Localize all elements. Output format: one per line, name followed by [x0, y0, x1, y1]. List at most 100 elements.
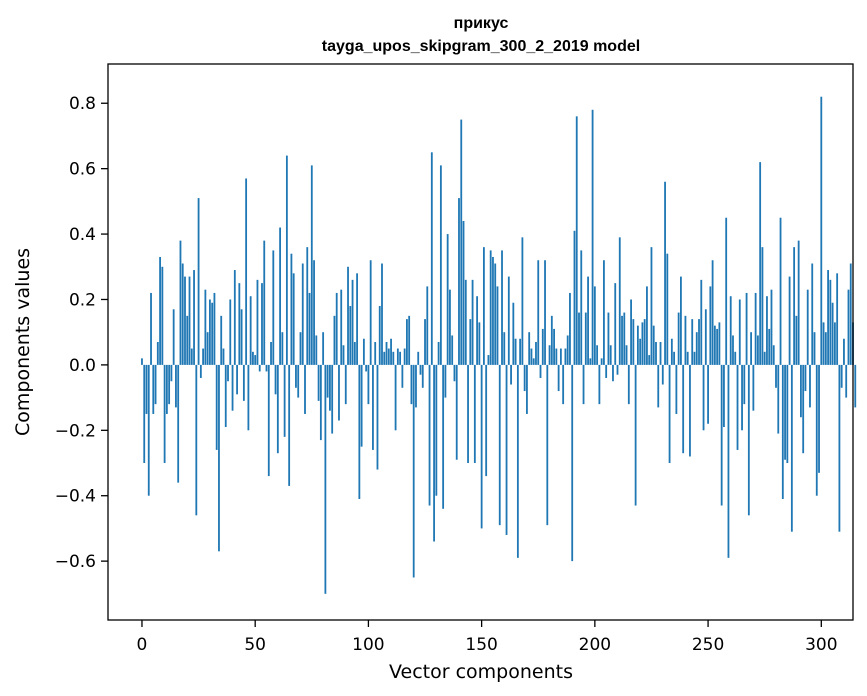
bar-153 [487, 355, 490, 365]
bar-223 [646, 286, 648, 365]
bar-20 [186, 315, 189, 365]
bar-17 [179, 240, 182, 365]
bar-92 [349, 306, 352, 365]
bar-295 [809, 364, 811, 408]
bar-61 [279, 227, 281, 365]
bar-219 [636, 325, 639, 365]
bar-237 [677, 312, 680, 365]
bar-97 [360, 364, 363, 447]
bar-232 [666, 253, 669, 365]
bar-128 [430, 152, 433, 365]
bar-176 [539, 364, 542, 378]
x-axis-label: Vector components [389, 661, 573, 683]
bar-59 [274, 364, 277, 395]
bar-8 [159, 256, 161, 365]
bar-178 [544, 260, 546, 365]
bar-194 [580, 250, 583, 365]
bar-148 [476, 296, 479, 365]
bar-241 [686, 351, 689, 365]
bar-224 [648, 355, 651, 365]
bar-53 [261, 283, 263, 365]
y-tick-label: −0.2 [55, 421, 96, 441]
bar-231 [664, 181, 666, 365]
bar-40 [231, 364, 234, 411]
bar-110 [390, 338, 392, 365]
bar-235 [673, 351, 676, 365]
bar-86 [335, 292, 338, 365]
bar-75 [310, 165, 313, 365]
x-tick-label: 200 [579, 635, 611, 655]
bar-183 [555, 348, 558, 365]
bar-30 [208, 299, 211, 365]
chart-subtitle: tayga_upos_skipgram_300_2_2019 model [322, 38, 640, 55]
bar-42 [236, 364, 238, 395]
bar-149 [478, 322, 481, 365]
bar-240 [684, 315, 687, 365]
bar-71 [301, 263, 304, 365]
bar-115 [401, 364, 404, 388]
bar-54 [263, 240, 266, 365]
bar-76 [313, 260, 315, 365]
bar-228 [657, 364, 660, 408]
bar-215 [627, 364, 630, 405]
bar-112 [394, 364, 397, 431]
bar-287 [790, 364, 793, 532]
bar-127 [428, 364, 431, 506]
bar-234 [670, 338, 673, 365]
y-tick-label: 0.6 [69, 160, 96, 180]
bar-1 [143, 364, 146, 464]
bar-253 [713, 325, 716, 365]
bar-62 [281, 332, 284, 365]
bar-11 [165, 364, 168, 414]
y-axis-label: Components values [12, 248, 34, 436]
bar-69 [297, 364, 300, 398]
bar-217 [632, 319, 635, 365]
bar-160 [503, 332, 506, 365]
bar-145 [469, 319, 472, 365]
bar-294 [806, 289, 809, 365]
bar-77 [315, 335, 318, 365]
bar-271 [754, 292, 757, 365]
bar-196 [584, 312, 587, 365]
bar-25 [197, 198, 200, 365]
bar-227 [655, 342, 657, 365]
bar-206 [607, 312, 610, 365]
bar-233 [668, 364, 671, 464]
bar-159 [501, 250, 503, 365]
bar-188 [566, 335, 569, 365]
bar-180 [548, 345, 551, 365]
bar-197 [587, 276, 589, 365]
bar-85 [333, 315, 336, 365]
bar-34 [218, 364, 220, 552]
bar-150 [480, 364, 483, 529]
bar-67 [292, 273, 295, 365]
bar-246 [698, 319, 700, 365]
bar-288 [793, 247, 796, 365]
bar-106 [381, 263, 383, 365]
bar-14 [172, 309, 175, 365]
bar-163 [510, 364, 512, 385]
bar-187 [564, 348, 567, 365]
bar-124 [421, 364, 424, 388]
bar-238 [680, 276, 682, 365]
bar-216 [630, 299, 632, 365]
chart-title: прикус [454, 15, 509, 32]
bar-161 [505, 364, 508, 535]
bar-72 [304, 364, 306, 414]
bar-51 [256, 279, 259, 365]
bar-50 [254, 355, 257, 365]
bar-267 [745, 292, 748, 365]
bar-154 [489, 250, 492, 365]
bar-100 [367, 364, 370, 405]
bar-250 [707, 364, 709, 424]
bar-141 [460, 119, 463, 365]
bar-299 [818, 364, 820, 473]
bar-308 [838, 364, 841, 532]
bar-170 [526, 364, 528, 414]
bar-73 [306, 247, 309, 365]
bar-152 [485, 364, 488, 477]
bar-284 [784, 364, 786, 460]
bar-18 [181, 263, 184, 365]
x-tick-label: 300 [805, 635, 837, 655]
bar-199 [591, 109, 594, 365]
